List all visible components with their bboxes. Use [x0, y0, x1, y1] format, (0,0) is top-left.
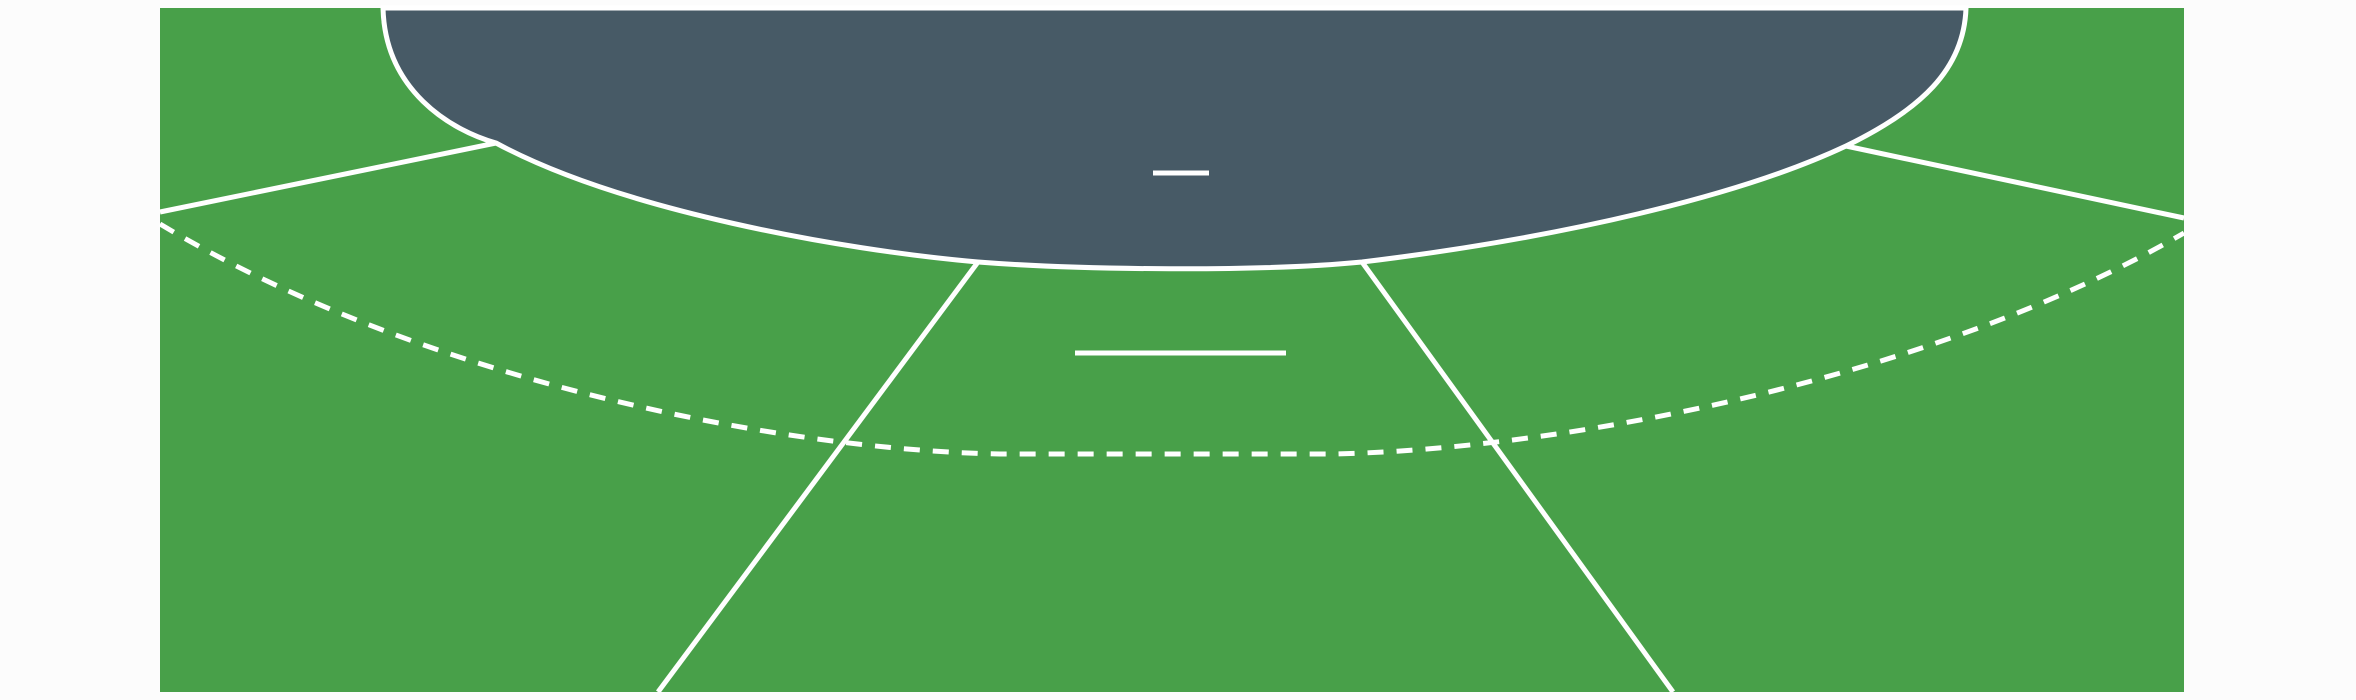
sky-dome[interactable] — [380, 5, 1969, 272]
dashed-arc-line — [158, 221, 2186, 457]
top-right-corner-region[interactable] — [1846, 8, 2184, 218]
left-sector-region[interactable] — [160, 143, 978, 692]
right-sector-region[interactable] — [1362, 146, 2184, 692]
right-diagonal-line — [1359, 260, 1676, 694]
upper-right-line — [1845, 143, 2185, 221]
top-left-corner-region[interactable] — [160, 8, 496, 212]
upper-left-line — [159, 140, 497, 215]
left-diagonal-line — [655, 260, 981, 694]
center-sector-region[interactable] — [658, 262, 1673, 692]
